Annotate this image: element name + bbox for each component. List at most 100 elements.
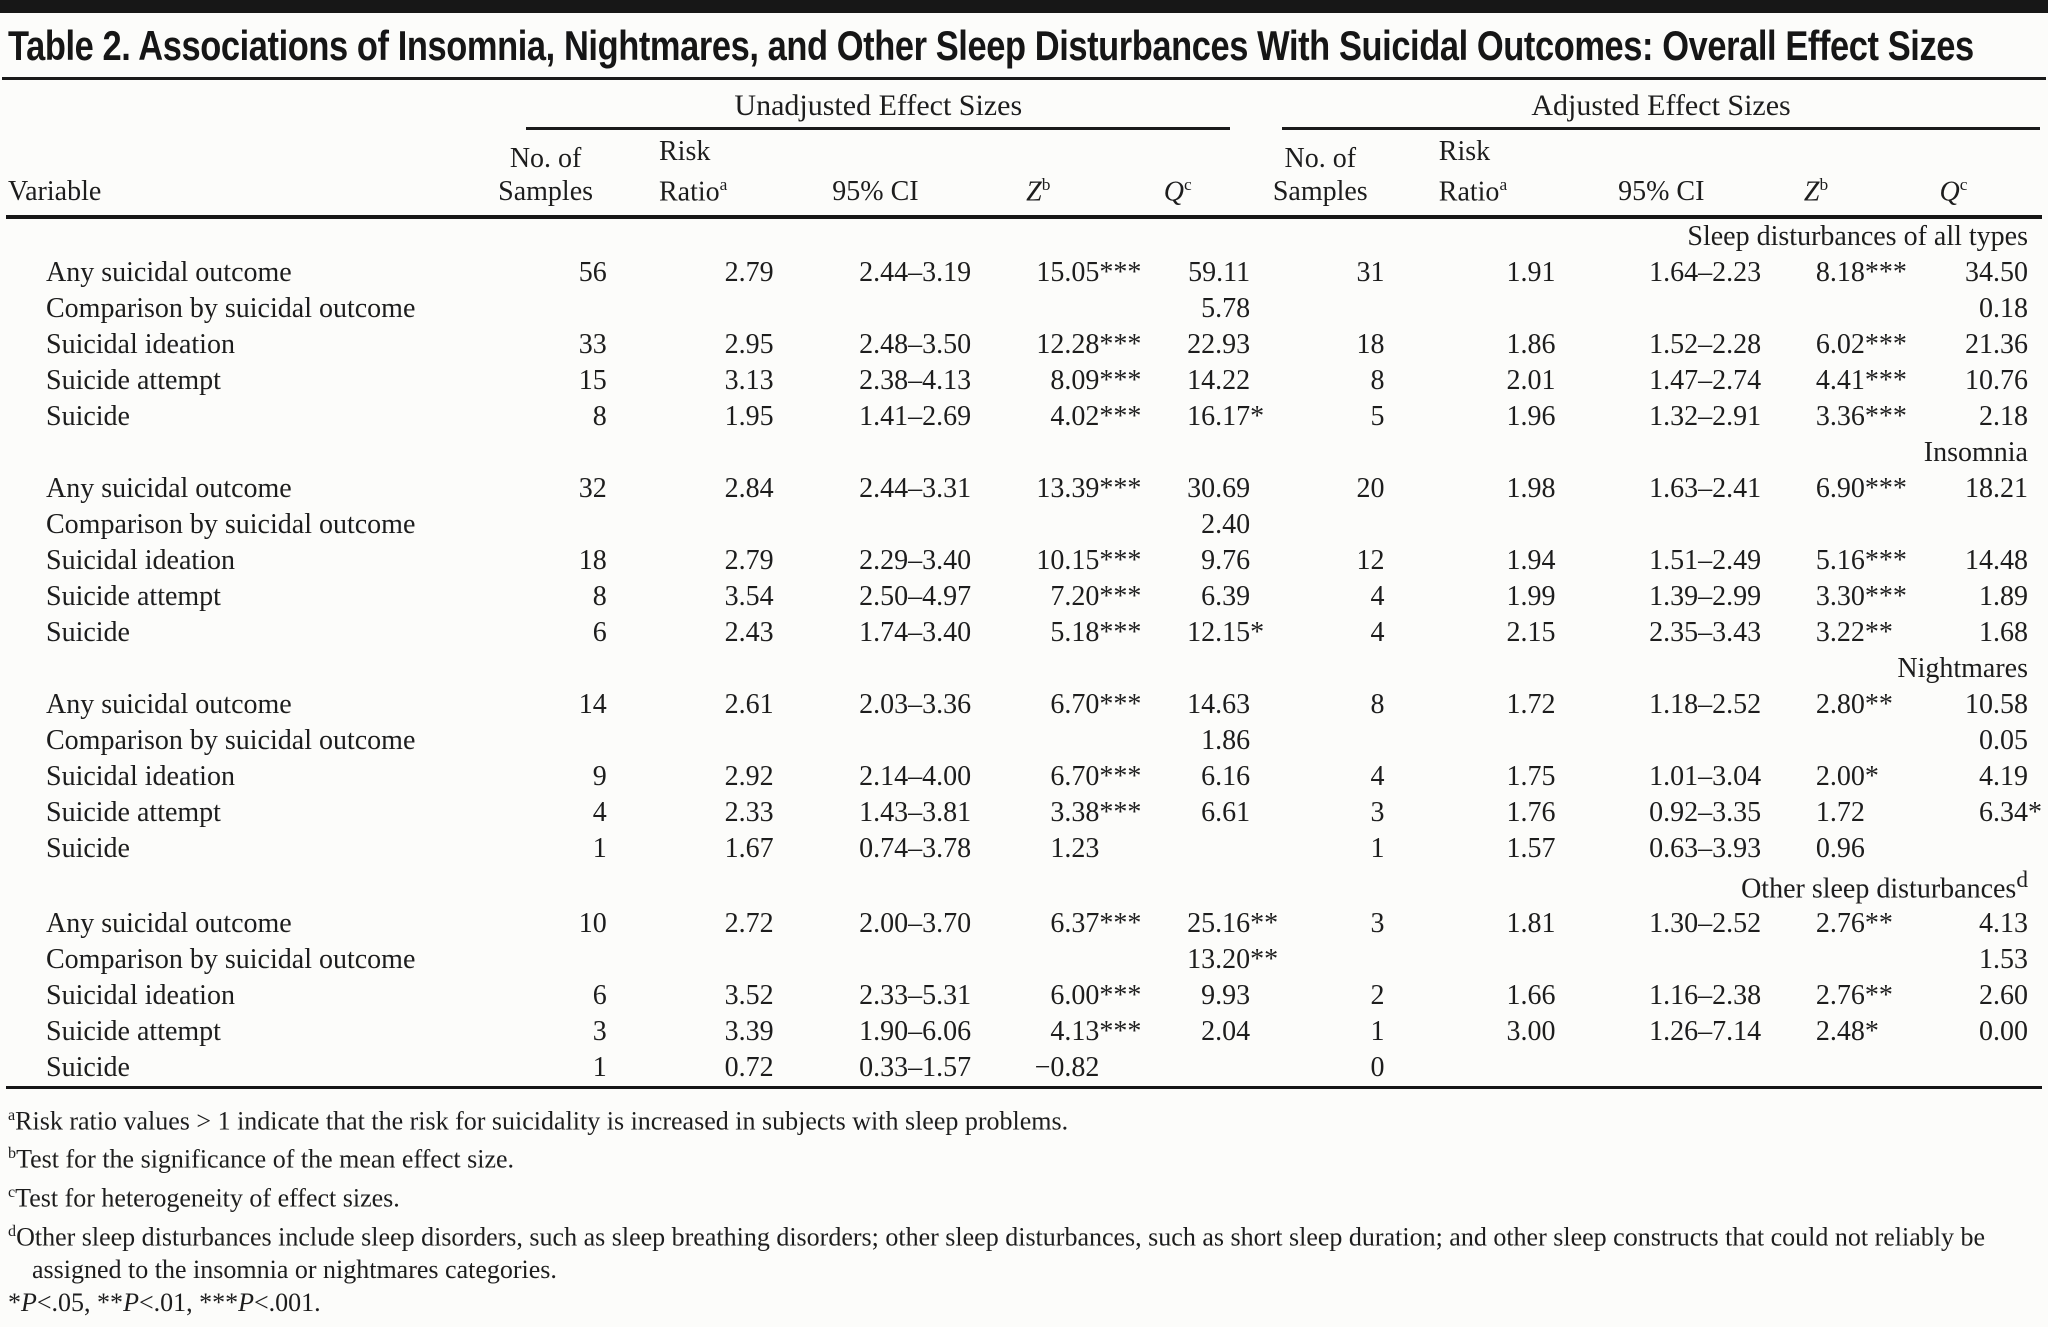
effect-sizes-table: Unadjusted Effect Sizes Adjusted Effect …	[6, 80, 2042, 1089]
cell-no-of-samples-unadjusted: 33	[578, 329, 607, 361]
cell-ci-unadjusted: 0.33–1.57	[859, 1051, 972, 1083]
cell-ci-adjusted	[1561, 723, 1767, 759]
section-row: Other sleep disturbancesd	[6, 867, 2042, 905]
cell-no-of-samples-unadjusted: 3	[592, 1015, 607, 1047]
cell-risk-ratio-adjusted: 1.96	[1506, 401, 1556, 433]
cell-q-unadjusted: 9.76	[1201, 545, 1251, 577]
table-row: Any suicidal outcome 10 2.72 2.00–3.70 6.37*…	[6, 906, 2042, 942]
table-row: Suicide attempt 3 3.39 1.90–6.06 4.13*** 2.04…	[6, 1014, 2042, 1050]
cell-no-of-samples-unadjusted: 8	[592, 581, 607, 613]
table-top-rule	[0, 0, 2048, 13]
cell-risk-ratio-adjusted: 2.15	[1506, 617, 1556, 649]
cell-no-of-samples-unadjusted: 14	[578, 689, 607, 721]
cell-ci-adjusted: 1.52–2.28	[1649, 329, 1762, 361]
spanner-spacer	[6, 80, 484, 130]
cell-no-of-samples-adjusted: 12	[1356, 545, 1385, 577]
cell-ci-adjusted: 1.64–2.23	[1649, 257, 1762, 289]
cell-risk-ratio-unadjusted: 0.72	[724, 1051, 774, 1083]
cell-no-of-samples-unadjusted: 4	[592, 797, 607, 829]
cell-ci-adjusted: 1.63–2.41	[1649, 473, 1762, 505]
table-title: Table 2. Associations of Insomnia, Night…	[8, 22, 1974, 69]
cell-q-unadjusted: 6.16	[1201, 761, 1251, 793]
cell-z-adjusted: 0.96	[1815, 833, 1865, 865]
row-label: Suicide	[46, 1051, 130, 1083]
cell-q-adjusted: 4.13	[1979, 907, 2028, 939]
cell-risk-ratio-adjusted: 1.91	[1506, 257, 1556, 289]
table-row: Suicide 1 1.67 0.74–3.78 1.23 1 1.57 0.63–3.93 0…	[6, 831, 2042, 867]
cell-z-unadjusted: 6.70***	[1050, 689, 1142, 721]
cell-no-of-samples-unadjusted: 15	[578, 365, 607, 397]
cell-risk-ratio-unadjusted	[613, 291, 780, 327]
cell-no-of-samples-unadjusted: 8	[592, 401, 607, 433]
row-label: Any suicidal outcome	[46, 473, 292, 505]
cell-q-adjusted	[1871, 1050, 2042, 1088]
column-header-risk-ratio-adjusted: Risk Ratioa	[1390, 130, 1562, 220]
table-row: Suicidal ideation 9 2.92 2.14–4.00 6.70*** 6.…	[6, 759, 2042, 795]
cell-z-unadjusted	[977, 291, 1105, 327]
cell-q-unadjusted: 2.40	[1201, 509, 1251, 541]
cell-no-of-samples-adjusted: 4	[1370, 617, 1385, 649]
cell-ci-unadjusted	[780, 291, 977, 327]
cell-q-adjusted: 1.68	[1979, 617, 2028, 649]
table-row: Suicidal ideation 33 2.95 2.48–3.50 12.28***…	[6, 327, 2042, 363]
table-row: Suicide attempt 15 3.13 2.38–4.13 8.09*** 14.…	[6, 363, 2042, 399]
cell-risk-ratio-unadjusted	[613, 723, 780, 759]
cell-z-adjusted: 2.76**	[1815, 979, 1893, 1011]
cell-risk-ratio-unadjusted: 2.92	[724, 761, 774, 793]
cell-q-unadjusted: 2.04	[1201, 1015, 1251, 1047]
cell-ci-adjusted: 1.26–7.14	[1649, 1015, 1762, 1047]
cell-no-of-samples-unadjusted: 10	[578, 907, 607, 939]
section-label: Insomnia	[1923, 437, 2028, 469]
table-row: Comparison by suicidal outcome 5.78 0.18	[6, 291, 2042, 327]
cell-no-of-samples-unadjusted	[484, 507, 612, 543]
footnote: *P<.05, **P<.01, ***P<.001.	[8, 1288, 321, 1318]
table-row: Comparison by suicidal outcome 1.86 0.05	[6, 723, 2042, 759]
cell-q-adjusted: 1.53	[1979, 943, 2028, 975]
cell-risk-ratio-adjusted: 1.99	[1506, 581, 1556, 613]
cell-risk-ratio-adjusted	[1390, 507, 1561, 543]
cell-risk-ratio-adjusted: 3.00	[1506, 1015, 1556, 1047]
cell-risk-ratio-adjusted: 1.94	[1506, 545, 1556, 577]
cell-no-of-samples-adjusted: 1	[1370, 833, 1385, 865]
cell-z-adjusted	[1767, 507, 1871, 543]
cell-risk-ratio-unadjusted: 2.61	[724, 689, 774, 721]
cell-risk-ratio-adjusted: 1.86	[1506, 329, 1556, 361]
cell-no-of-samples-adjusted: 2	[1370, 979, 1385, 1011]
group-header-unadjusted-cell: Unadjusted Effect Sizes	[484, 80, 1256, 130]
cell-ci-adjusted	[1561, 507, 1767, 543]
cell-z-unadjusted: 10.15***	[1036, 545, 1142, 577]
cell-q-unadjusted: 13.20**	[1187, 943, 1279, 975]
cell-ci-adjusted	[1561, 1050, 1767, 1088]
cell-q-adjusted: 0.18	[1979, 293, 2028, 325]
cell-q-unadjusted: 5.78	[1201, 293, 1251, 325]
table-header: Unadjusted Effect Sizes Adjusted Effect …	[6, 80, 2042, 220]
column-header-risk-ratio-unadjusted: Risk Ratioa	[612, 130, 780, 220]
row-label: Any suicidal outcome	[46, 257, 292, 289]
cell-risk-ratio-unadjusted: 2.72	[724, 907, 774, 939]
group-header-row: Unadjusted Effect Sizes Adjusted Effect …	[6, 80, 2042, 130]
cell-ci-unadjusted: 2.50–4.97	[859, 581, 972, 613]
cell-risk-ratio-unadjusted: 2.95	[724, 329, 774, 361]
row-label: Comparison by suicidal outcome	[46, 293, 416, 325]
cell-ci-unadjusted: 0.74–3.78	[859, 833, 972, 865]
cell-no-of-samples-unadjusted	[484, 942, 612, 978]
row-label: Suicidal ideation	[46, 545, 235, 577]
cell-z-unadjusted: −0.82	[1034, 1051, 1100, 1083]
row-label: Suicidal ideation	[46, 761, 235, 793]
cell-z-unadjusted: 12.28***	[1036, 329, 1142, 361]
footnote: dOther sleep disturbances include sleep …	[8, 1222, 1986, 1285]
cell-z-adjusted: 1.72	[1815, 797, 1865, 829]
cell-z-unadjusted: 7.20***	[1050, 581, 1142, 613]
cell-z-adjusted: 2.48*	[1815, 1015, 1879, 1047]
cell-q-adjusted: 4.19	[1979, 761, 2028, 793]
cell-q-adjusted: 0.05	[1979, 725, 2028, 757]
row-label: Suicidal ideation	[46, 979, 235, 1011]
cell-z-adjusted: 6.90***	[1815, 473, 1907, 505]
cell-ci-adjusted: 2.35–3.43	[1649, 617, 1762, 649]
cell-risk-ratio-unadjusted: 2.43	[724, 617, 774, 649]
cell-ci-unadjusted: 2.00–3.70	[859, 907, 972, 939]
cell-no-of-samples-adjusted: 8	[1370, 689, 1385, 721]
cell-ci-adjusted: 1.51–2.49	[1649, 545, 1762, 577]
table-body: Sleep disturbances of all types Any suici…	[6, 217, 2042, 1088]
table-row: Suicide 6 2.43 1.74–3.40 5.18*** 12.15* 4 2.15 2…	[6, 615, 2042, 651]
